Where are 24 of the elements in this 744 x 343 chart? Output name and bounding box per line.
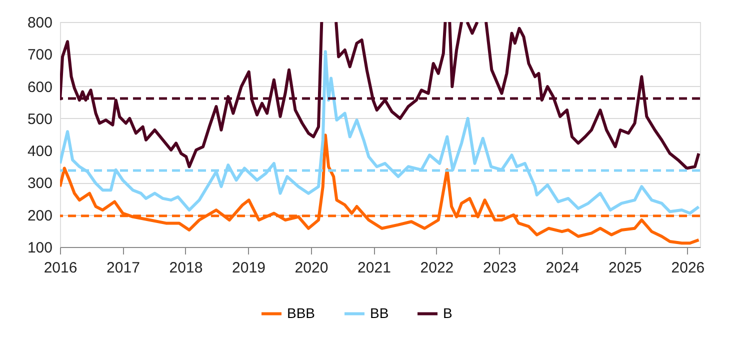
y-tick-label: 500 <box>27 110 52 128</box>
y-tick-label: 100 <box>27 240 52 256</box>
x-tick-label: 2026 <box>671 260 705 276</box>
x-tick-label: 2022 <box>420 260 454 276</box>
y-tick-label: 600 <box>27 78 52 96</box>
legend-label: B <box>443 304 452 321</box>
x-tick-label: 2017 <box>106 260 140 276</box>
x-tick-label: 2024 <box>546 260 580 276</box>
legend-label: BBB <box>287 304 316 321</box>
x-tick-label: 2016 <box>44 260 78 276</box>
y-tick-label: 300 <box>27 175 52 192</box>
line-series <box>60 134 700 245</box>
y-tick-label: 200 <box>27 207 52 224</box>
x-tick-label: 2018 <box>169 260 203 276</box>
x-tick-label: 2023 <box>483 260 516 276</box>
line-series <box>60 50 700 215</box>
y-tick-label: 700 <box>27 46 52 64</box>
y-tick-label: 400 <box>27 143 52 160</box>
x-tick-label: 2021 <box>358 260 391 276</box>
x-tick-label: 2025 <box>608 260 642 276</box>
x-tick-label: 2019 <box>232 260 266 276</box>
legend-label: BB <box>370 304 389 321</box>
x-tick-label: 2020 <box>294 260 328 276</box>
y-tick-label: 800 <box>27 14 52 32</box>
